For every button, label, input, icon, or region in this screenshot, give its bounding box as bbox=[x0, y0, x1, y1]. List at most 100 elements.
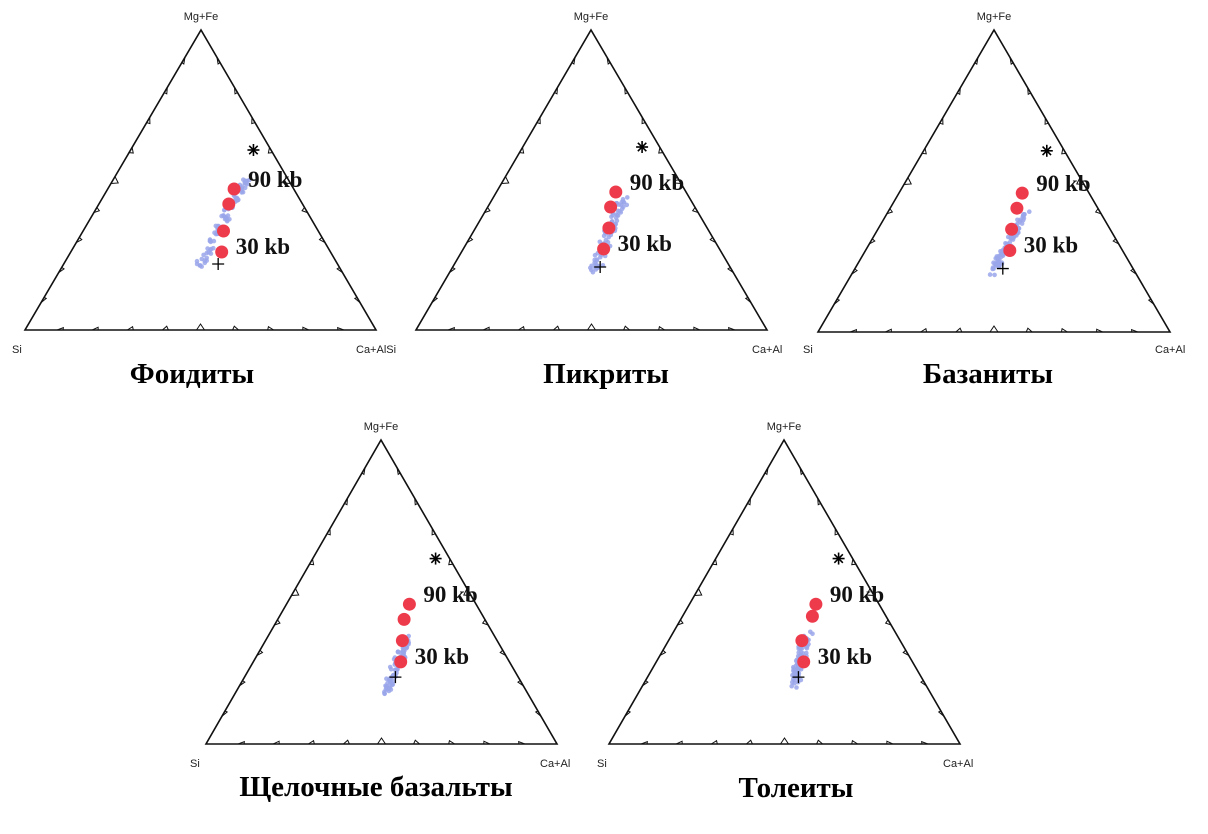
vertex-label-right: Ca+Al bbox=[540, 758, 570, 770]
edge-tick bbox=[764, 467, 769, 476]
edge-tick bbox=[318, 237, 326, 244]
edge-tick bbox=[553, 325, 560, 331]
edge-tick bbox=[232, 325, 239, 331]
rock-point bbox=[208, 246, 214, 252]
edge-tick bbox=[501, 176, 510, 184]
edge-tick bbox=[448, 739, 455, 745]
triangle-frame bbox=[204, 438, 559, 745]
edge-tick bbox=[886, 740, 894, 745]
edge-tick bbox=[920, 327, 928, 333]
pressure-label-high: 90 kb bbox=[1036, 171, 1090, 196]
rock-point bbox=[208, 238, 213, 243]
rock-point bbox=[794, 685, 799, 690]
edge-tick bbox=[851, 268, 858, 275]
rock-point bbox=[798, 650, 804, 655]
edge-tick bbox=[920, 680, 927, 687]
rock-point bbox=[996, 264, 1002, 269]
edge-tick bbox=[58, 266, 65, 274]
rock-point bbox=[808, 629, 813, 635]
panel-title: Фоидиты bbox=[130, 358, 254, 390]
experiment-point bbox=[222, 197, 236, 211]
rock-point bbox=[992, 272, 997, 278]
triangle-frame bbox=[816, 28, 1172, 333]
edge-tick bbox=[885, 328, 892, 333]
edge-tick bbox=[833, 298, 841, 305]
edge-tick bbox=[164, 87, 168, 95]
edge-tick bbox=[729, 528, 734, 536]
experiment-point bbox=[602, 221, 616, 235]
edge-tick bbox=[727, 266, 734, 274]
vertex-label-right: Ca+Al bbox=[1155, 344, 1185, 356]
rock-point bbox=[590, 269, 596, 275]
rock-point bbox=[233, 195, 238, 200]
edge-tick bbox=[746, 739, 753, 745]
experiment-point bbox=[402, 597, 416, 611]
edge-tick bbox=[866, 588, 875, 596]
edge-tick bbox=[624, 710, 632, 717]
edge-tick bbox=[640, 740, 648, 745]
edge-tick bbox=[267, 147, 273, 154]
experiment-point bbox=[797, 655, 811, 669]
edge-tick bbox=[127, 325, 134, 331]
star-marker bbox=[833, 553, 844, 564]
rock-point bbox=[194, 258, 200, 264]
vertex-label-top: Mg+Fe bbox=[364, 421, 399, 433]
edge-tick bbox=[519, 147, 525, 154]
edge-tick bbox=[91, 326, 99, 331]
vertex-label-top: Mg+Fe bbox=[977, 11, 1012, 23]
rock-point bbox=[798, 646, 803, 651]
ternary-panel-3: Mg+Fe Si Ca+Al 90 kb 30 kb Базаниты bbox=[803, 11, 1185, 390]
edge-tick bbox=[712, 558, 718, 566]
triangle-frame bbox=[23, 28, 378, 331]
pressure-label-high: 90 kb bbox=[630, 170, 684, 195]
edge-tick bbox=[181, 57, 186, 65]
edge-tick bbox=[534, 710, 542, 717]
cross-marker bbox=[996, 262, 1009, 275]
edge-tick bbox=[129, 147, 134, 154]
edge-tick bbox=[291, 588, 300, 596]
edge-tick bbox=[40, 296, 48, 303]
vertex-label-left: Si bbox=[190, 758, 200, 770]
edge-tick bbox=[1096, 328, 1103, 333]
rock-point bbox=[621, 200, 627, 205]
vertex-label-top: Mg+Fe bbox=[767, 421, 802, 433]
star-marker bbox=[430, 553, 441, 564]
edge-tick bbox=[728, 326, 736, 331]
pressure-label-low: 30 kb bbox=[1024, 233, 1078, 258]
pressure-label-high: 90 kb bbox=[248, 167, 302, 192]
edge-tick bbox=[711, 739, 718, 745]
rock-point bbox=[401, 647, 407, 653]
vertex-label-right: Ca+Al bbox=[752, 344, 782, 356]
ternary-panel-1: Mg+Fe Si Ca+AlSi 90 kb 30 kb Фоидиты bbox=[12, 11, 396, 390]
edge-tick bbox=[308, 739, 315, 745]
experiment-point bbox=[609, 185, 623, 199]
edge-tick bbox=[463, 588, 472, 596]
star-marker bbox=[248, 145, 259, 155]
edge-tick bbox=[431, 528, 436, 536]
edge-tick bbox=[1009, 57, 1014, 66]
experiment-point bbox=[394, 655, 408, 669]
edge-tick bbox=[216, 57, 221, 65]
panel-title: Щелочные базальты bbox=[239, 771, 512, 803]
edge-tick bbox=[677, 619, 684, 626]
edge-tick bbox=[326, 528, 331, 536]
rock-point bbox=[791, 668, 796, 673]
pressure-label-low: 30 kb bbox=[236, 234, 290, 259]
rock-point bbox=[994, 259, 1000, 265]
rock-point bbox=[793, 663, 799, 668]
edge-tick bbox=[353, 296, 361, 303]
edge-tick bbox=[1076, 177, 1085, 185]
edge-tick bbox=[974, 57, 979, 66]
star-marker bbox=[637, 142, 647, 152]
edge-tick bbox=[233, 87, 238, 95]
edge-tick bbox=[482, 326, 490, 331]
edge-tick bbox=[744, 296, 752, 303]
edge-tick bbox=[221, 710, 229, 717]
rock-point bbox=[790, 672, 795, 678]
vertex-label-right: Ca+AlSi bbox=[356, 344, 396, 356]
rock-point bbox=[204, 255, 209, 261]
edge-tick bbox=[624, 87, 628, 95]
edge-tick bbox=[343, 739, 350, 745]
pressure-label-low: 30 kb bbox=[818, 644, 872, 669]
